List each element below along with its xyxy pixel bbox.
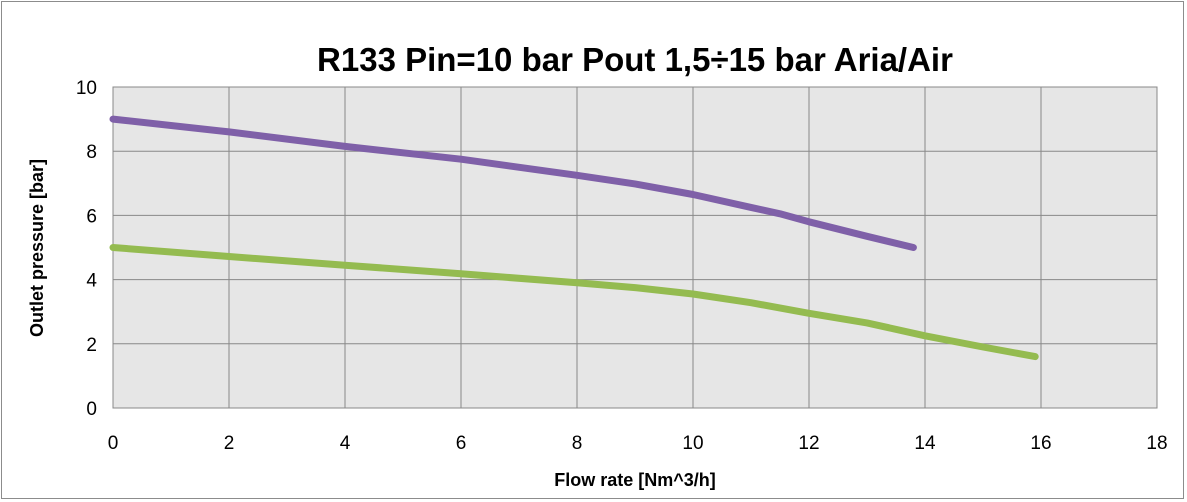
y-axis-title: Outlet pressure [bar] [27,159,47,337]
x-tick-label: 16 [1030,433,1051,454]
y-tick-label: 2 [86,335,97,356]
y-tick-label: 6 [86,206,97,227]
series-line-2 [109,244,1039,361]
x-tick-label: 0 [108,433,119,454]
x-tick-label: 18 [1146,433,1167,454]
x-tick-label: 14 [914,433,936,454]
x-tick-label: 12 [798,433,819,454]
series-layer [109,115,1039,361]
x-axis-ticks: 0 2 4 6 8 10 12 14 16 18 [108,433,1168,454]
x-tick-label: 10 [682,433,703,454]
y-tick-label: 4 [86,271,97,292]
x-axis-title: Flow rate [Nm^3/h] [554,470,716,490]
y-tick-label: 0 [86,399,97,420]
y-tick-label: 8 [86,142,97,163]
y-axis-ticks: 0 2 4 6 8 10 [76,78,98,420]
y-tick-label: 10 [76,78,97,99]
x-tick-label: 8 [572,433,583,454]
series-line-1 [109,115,917,251]
grid [112,86,1158,409]
chart-title: R133 Pin=10 bar Pout 1,5÷15 bar Aria/Air [317,41,953,78]
x-tick-label: 6 [456,433,467,454]
x-tick-label: 4 [340,433,351,454]
x-tick-label: 2 [224,433,235,454]
